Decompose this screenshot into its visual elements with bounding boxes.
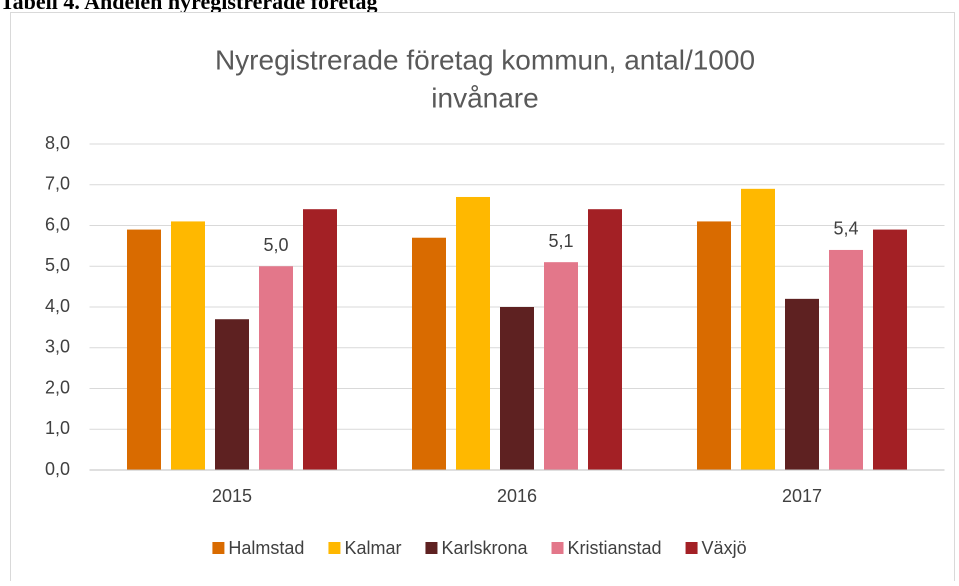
legend-label: Halmstad [228,538,304,558]
bar [127,229,161,470]
chart-title: Nyregistrerade företag kommun, antal/100… [215,44,755,75]
y-tick-label: 1,0 [45,418,70,438]
y-tick-label: 7,0 [45,174,70,194]
bar [215,319,249,470]
bar [544,262,578,470]
bar [500,307,534,470]
data-label: 5,0 [263,235,288,255]
chart-title: invånare [431,82,538,113]
y-tick-label: 0,0 [45,459,70,479]
legend-swatch [425,542,438,554]
bar [259,266,293,470]
legend-label: Växjö [702,538,747,558]
bar [785,298,819,470]
x-tick-label: 2017 [782,486,822,506]
data-label: 5,1 [548,231,573,251]
bar [171,221,205,470]
legend-swatch [551,542,564,554]
bar [829,249,863,470]
y-tick-label: 3,0 [45,337,70,357]
bar [741,188,775,470]
legend-swatch [328,542,341,554]
y-tick-label: 8,0 [45,133,70,153]
legend-label: Karlskrona [441,538,528,558]
y-tick-label: 6,0 [45,214,70,234]
bar [697,221,731,470]
legend-label: Kristianstad [568,538,662,558]
heading: Tabell 4. Andelen nyregistrerade företag [0,0,377,14]
x-tick-label: 2016 [497,486,537,506]
y-tick-label: 5,0 [45,255,70,275]
bar [456,196,490,470]
bar [873,229,907,470]
y-tick-label: 4,0 [45,296,70,316]
legend-label: Kalmar [344,538,401,558]
legend-swatch [685,542,698,554]
bar [303,209,337,470]
bar [412,237,446,470]
bar [588,209,622,470]
y-tick-label: 2,0 [45,377,70,397]
legend-swatch [212,542,225,554]
x-tick-label: 2015 [212,486,252,506]
data-label: 5,4 [833,219,858,239]
